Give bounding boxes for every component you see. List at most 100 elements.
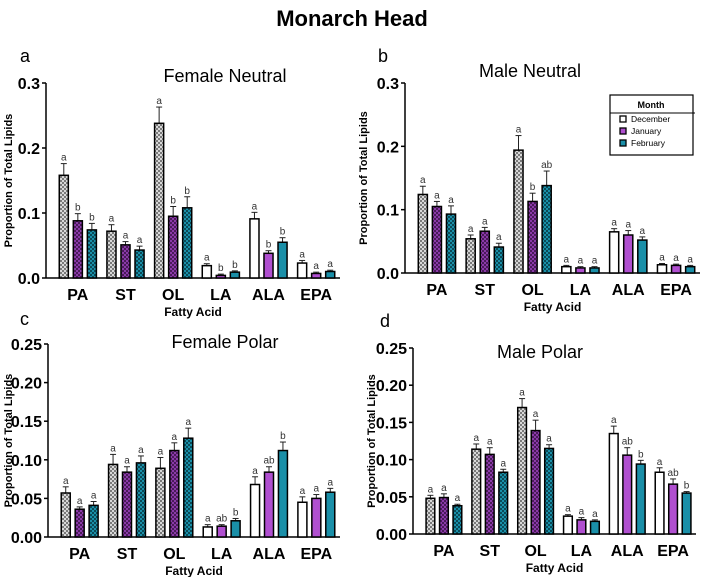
significance-letter: a — [659, 253, 665, 264]
x-tick-label: ST — [475, 282, 496, 299]
panel-c: c Female Polar 0.00 0.05 0.10 0.15 0.20 0.25 Pro… — [3, 309, 340, 578]
bar-december-ala — [608, 231, 620, 274]
significance-letter: a — [420, 175, 426, 186]
bar-january-ala — [263, 471, 275, 538]
x-tick-label: ALA — [253, 546, 286, 563]
x-tick-label: PA — [67, 287, 88, 304]
bar-january-epa — [670, 264, 682, 274]
bar-december-pa — [58, 174, 70, 279]
bar-february-epa — [325, 491, 336, 538]
significance-letter: a — [63, 476, 69, 487]
significance-letter: a — [579, 507, 585, 518]
y-axis-label: Proportion of Total Lipids — [3, 374, 15, 508]
legend: Month December January February — [609, 94, 695, 156]
significance-letter: a — [314, 484, 320, 495]
y-tick-label: 0.0 — [377, 266, 399, 283]
y-tick-label: 0.1 — [377, 203, 399, 220]
y-tick-label: 0.10 — [376, 453, 407, 470]
bar-december-ala — [249, 218, 260, 279]
significance-letter: a — [138, 445, 144, 456]
x-tick-label: ST — [480, 543, 501, 560]
x-axis-label: Fatty Acid — [165, 564, 223, 577]
significance-letter: a — [137, 235, 143, 246]
bar-december-st — [107, 463, 119, 538]
bar-february-pa — [86, 229, 98, 279]
significance-letter: a — [448, 195, 454, 206]
significance-letter: a — [123, 231, 129, 242]
x-tick-label: ST — [117, 546, 138, 563]
legend-swatch-february — [619, 139, 627, 147]
bar-january-epa — [310, 272, 322, 279]
legend-swatch-january — [619, 127, 627, 135]
significance-letter: b — [684, 481, 690, 492]
bar-december-ol — [513, 149, 524, 274]
significance-letter: b — [280, 431, 286, 442]
significance-letter: a — [565, 504, 571, 515]
significance-letter: ab — [668, 468, 680, 479]
bar-december-ol — [155, 467, 166, 538]
significance-letter: b — [266, 240, 272, 251]
x-axis-label: Fatty Acid — [526, 561, 584, 575]
bar-december-ol — [153, 122, 165, 279]
significance-letter: a — [611, 218, 617, 229]
x-tick-label: ALA — [252, 287, 285, 304]
panel-letter: d — [380, 311, 390, 331]
y-tick-label: 0.15 — [11, 414, 42, 431]
significance-letter: a — [611, 415, 617, 426]
bar-december-la — [201, 264, 213, 279]
x-tick-label: PA — [433, 543, 454, 560]
bar-january-ala — [263, 252, 274, 279]
bar-december-epa — [297, 501, 308, 538]
legend-label-january: January — [631, 126, 662, 136]
significance-letter: a — [313, 261, 319, 272]
significance-letter: a — [455, 493, 461, 504]
bar-december-ala — [608, 432, 619, 535]
bar-december-pa — [425, 497, 436, 535]
bar-january-ol — [527, 200, 538, 274]
bar-december-ala — [249, 483, 261, 538]
significance-letter: b — [75, 203, 81, 214]
significance-letter: a — [327, 259, 333, 270]
bar-january-la — [216, 525, 227, 538]
y-tick-label: 0.3 — [377, 76, 399, 93]
significance-letter: ab — [541, 160, 553, 171]
x-axis-label: Fatty Acid — [164, 305, 222, 319]
significance-letter: a — [500, 458, 506, 469]
bar-january-pa — [431, 205, 443, 274]
bar-february-ol — [181, 207, 193, 279]
bar-february-la — [589, 267, 600, 274]
x-tick-label: EPA — [300, 546, 332, 563]
legend-swatch-december — [619, 115, 627, 123]
bar-december-epa — [654, 471, 665, 535]
significance-letter: ab — [263, 456, 275, 467]
panel-title: Female Neutral — [163, 66, 286, 86]
significance-letter: ab — [622, 437, 634, 448]
significance-letter: a — [109, 214, 115, 225]
significance-letter: a — [625, 220, 631, 231]
y-tick-label: 0.00 — [11, 530, 42, 547]
significance-letter: a — [204, 253, 210, 264]
bar-february-ala — [635, 463, 646, 535]
significance-letter: a — [533, 409, 539, 420]
significance-letter: a — [516, 125, 522, 136]
significance-letter: a — [428, 484, 434, 495]
significance-letter: a — [252, 201, 258, 212]
bar-january-ol — [167, 215, 179, 279]
bar-january-la — [576, 519, 587, 535]
bar-january-la — [215, 274, 227, 279]
significance-letter: a — [546, 434, 552, 445]
bar-january-ol — [169, 449, 180, 538]
y-tick-label: 0.3 — [18, 76, 40, 93]
bar-february-la — [229, 271, 241, 279]
y-tick-label: 0.20 — [376, 378, 407, 395]
panel-letter: a — [20, 46, 31, 66]
y-tick-label: 0.10 — [11, 453, 42, 470]
x-tick-label: LA — [571, 543, 593, 560]
bar-january-st — [484, 453, 495, 535]
bar-february-epa — [681, 492, 692, 535]
bar-january-ol — [530, 429, 541, 535]
bar-january-ala — [622, 454, 633, 535]
significance-letter: b — [184, 186, 190, 197]
significance-letter: a — [156, 96, 162, 107]
